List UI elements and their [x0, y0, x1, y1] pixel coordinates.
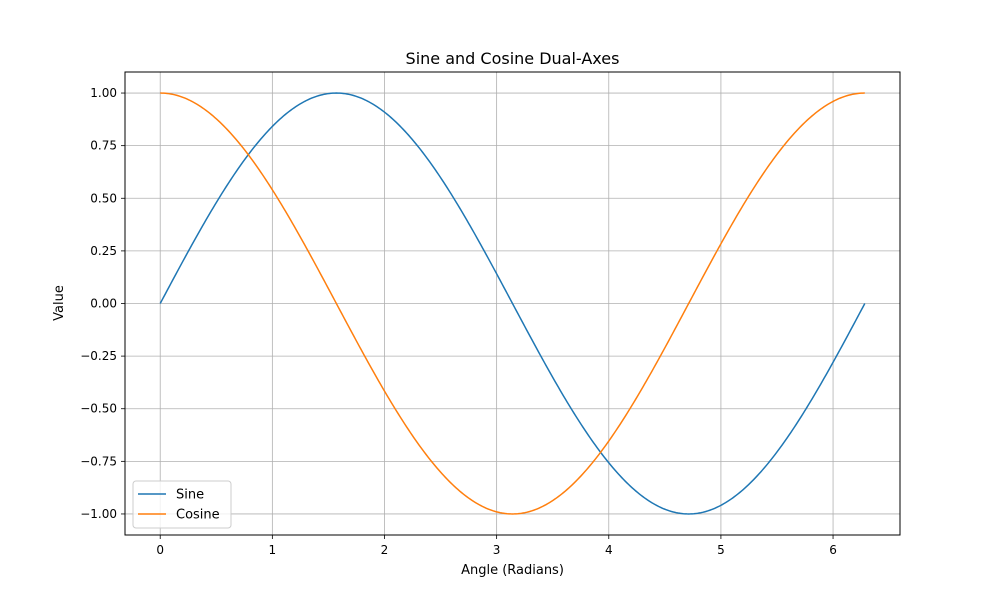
y-ticks: 1.00 0.75 0.50 0.25 0.00 −0.25 −0.50 −0.75 −1.00	[80, 86, 125, 521]
y-tick-label: 0.75	[90, 139, 117, 153]
legend-label-cosine: Cosine	[176, 508, 220, 523]
legend: Sine Cosine	[132, 480, 232, 529]
y-tick-label: −0.75	[80, 454, 117, 468]
x-ticks: 0 1 2 3 4 5 6	[156, 535, 837, 557]
x-tick-label: 4	[605, 543, 613, 557]
x-tick-label: 2	[381, 543, 389, 557]
plot-lines	[159, 92, 866, 515]
series-line-sine	[159, 92, 866, 515]
grid	[125, 72, 900, 535]
y-tick-label: 0.50	[90, 191, 117, 205]
y-tick-label: −0.50	[80, 402, 117, 416]
y-tick-label: 0.00	[90, 297, 117, 311]
legend-box	[132, 480, 232, 529]
y-axis-label: Value	[52, 285, 67, 321]
chart-title: Sine and Cosine Dual-Axes	[406, 49, 620, 68]
series-line-cosine	[160, 92, 865, 515]
y-tick-label: 1.00	[90, 86, 117, 100]
y-tick-label: 0.25	[90, 244, 117, 258]
x-tick-label: 5	[717, 543, 725, 557]
x-tick-label: 3	[493, 543, 501, 557]
x-tick-label: 1	[269, 543, 277, 557]
x-tick-label: 6	[829, 543, 837, 557]
x-tick-label: 0	[156, 543, 164, 557]
y-tick-label: −1.00	[80, 507, 117, 521]
legend-label-sine: Sine	[176, 488, 204, 503]
y-tick-label: −0.25	[80, 349, 117, 363]
x-axis-label: Angle (Radians)	[461, 563, 564, 578]
